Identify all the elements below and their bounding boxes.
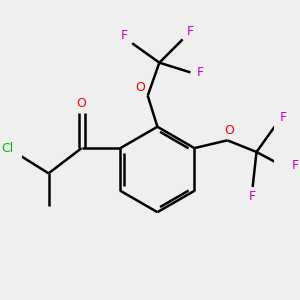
Text: F: F [196,66,204,79]
Text: F: F [249,190,256,203]
Text: F: F [280,110,287,124]
Text: F: F [187,25,194,38]
Text: O: O [77,97,86,110]
Text: F: F [121,29,128,42]
Text: F: F [292,159,299,172]
Text: O: O [135,81,145,94]
Text: Cl: Cl [2,142,14,154]
Text: O: O [224,124,234,137]
